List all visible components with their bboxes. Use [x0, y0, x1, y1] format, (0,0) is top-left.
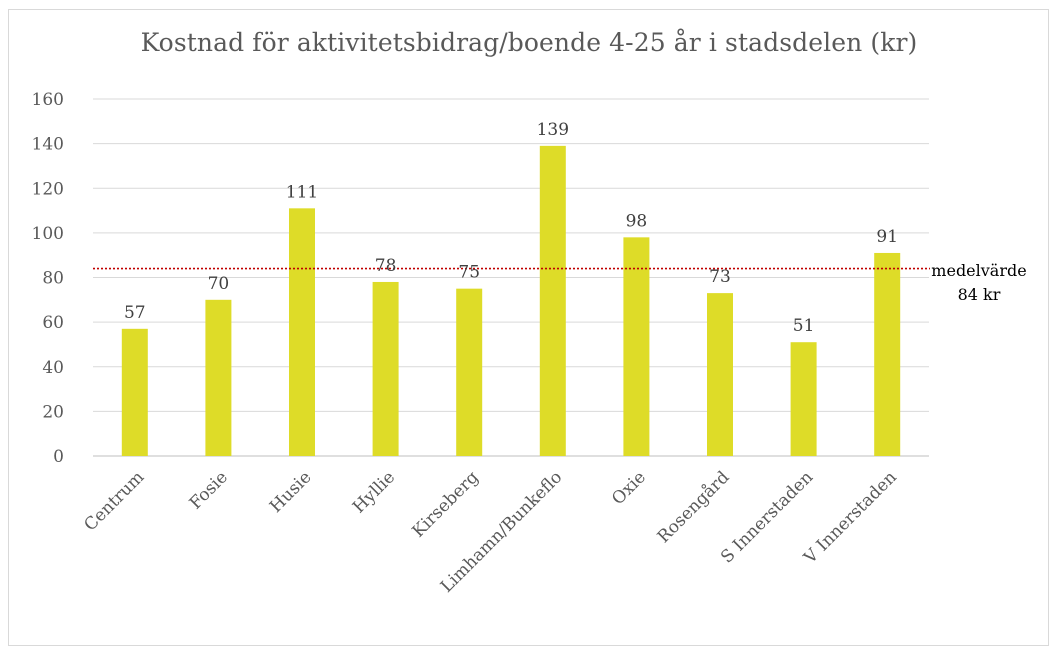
y-tick-label: 40 [42, 358, 64, 378]
y-tick-label: 160 [32, 90, 64, 110]
data-labels: 57 70 111 78 75 139 98 73 51 91 [124, 120, 898, 336]
y-tick-label: 80 [42, 269, 64, 289]
bar [121, 328, 148, 456]
x-tick-label: Fosie [186, 467, 232, 513]
data-label: 111 [286, 182, 318, 202]
data-label: 78 [375, 256, 397, 276]
data-label: 91 [876, 227, 898, 247]
chart-title: Kostnad för aktivitetsbidrag/boende 4-25… [140, 28, 918, 57]
bar [790, 342, 817, 456]
y-tick-label: 0 [53, 447, 64, 467]
average-line-label: medelvärde [931, 261, 1026, 280]
data-label: 139 [537, 120, 569, 140]
bar [289, 208, 315, 456]
data-label: 98 [626, 211, 648, 231]
data-label: 57 [124, 303, 146, 323]
data-label: 75 [458, 263, 480, 283]
bar [456, 288, 483, 456]
x-tick-label: Husie [266, 467, 315, 516]
y-tick-label: 60 [42, 313, 64, 333]
gridlines [93, 98, 929, 457]
y-tick-label: 140 [32, 135, 64, 155]
data-label: 73 [709, 267, 731, 287]
data-label: 70 [208, 274, 230, 294]
x-tick-label: Hyllie [349, 467, 399, 517]
x-tick-label: Rosengård [654, 467, 734, 547]
bar [707, 293, 733, 456]
average-line-label: 84 kr [958, 285, 1001, 304]
reference-line-group: medelvärde 84 kr [93, 261, 1027, 304]
y-tick-label: 20 [42, 402, 64, 422]
bar [539, 145, 566, 456]
bar [205, 299, 232, 456]
bar [874, 252, 901, 456]
bars [121, 145, 901, 456]
x-tick-label: Oxie [608, 467, 650, 509]
y-tick-label: 120 [32, 179, 64, 199]
data-label: 51 [793, 316, 815, 336]
y-tick-label: 100 [32, 224, 64, 244]
x-tick-label: Centrum [80, 467, 148, 535]
x-axis: Centrum Fosie Husie Hyllie KirsebergLimhamn/… [80, 467, 900, 597]
bar [623, 237, 650, 456]
bar [372, 281, 399, 456]
y-axis: 0 20 40 60 80 100 120 140 160 [32, 90, 64, 467]
x-tick-label: Kirseberg [408, 467, 482, 541]
